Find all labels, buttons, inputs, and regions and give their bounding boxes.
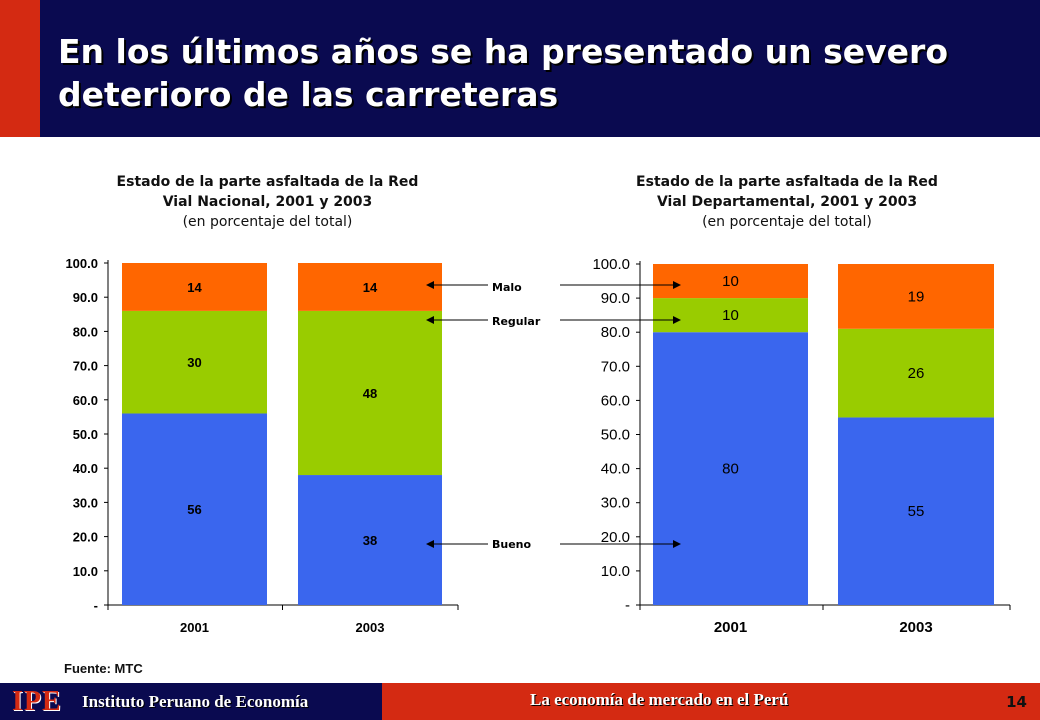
header-banner: En los últimos años se ha presentado un …	[0, 0, 1040, 137]
chart-departamental-subtitle: (en porcentaje del total)	[702, 214, 872, 230]
chart-nacional-bar-bueno-2001	[122, 413, 267, 605]
chart-departamental-title-line2: Vial Departamental, 2001 y 2003	[656, 194, 918, 210]
ipe-logo: IPE	[12, 686, 62, 717]
slide-title: En los últimos años se ha presentado un …	[58, 32, 949, 114]
chart-nacional-y-tick-label: 40.0	[73, 461, 98, 476]
chart-departamental-data-label: 80	[722, 461, 739, 478]
chart-departamental-y-tick-label: 30.0	[601, 495, 630, 512]
chart-nacional-category-label: 2001	[180, 620, 209, 635]
chart-departamental-y-tick-label: 20.0	[601, 529, 630, 546]
org-name: Instituto Peruano de Economía	[82, 692, 309, 711]
chart-nacional-bar-regular-2001	[122, 310, 267, 414]
chart-departamental-y-tick-label: 100.0	[592, 256, 630, 273]
page-number: 14	[1006, 693, 1027, 711]
chart-nacional-title-line1: Estado de la parte asfaltada de la Red	[116, 174, 419, 190]
chart-departamental-bar-regular-2003	[838, 328, 994, 418]
chart-departamental-bar-bueno-2001	[653, 332, 808, 605]
chart-departamental-y-tick-label: 50.0	[601, 427, 630, 444]
chart-nacional-y-tick-label: 70.0	[73, 359, 98, 374]
chart-departamental-data-label: 10	[722, 273, 739, 290]
chart-nacional-y-tick-label: 90.0	[73, 290, 98, 305]
chart-departamental-y-tick-label: 60.0	[601, 392, 630, 409]
chart-nacional-y-tick-label: -	[94, 598, 98, 613]
legend-label-regular: Regular	[492, 315, 541, 328]
chart-nacional-subtitle: (en porcentaje del total)	[182, 214, 353, 230]
chart-departamental-category-label: 2003	[899, 619, 932, 636]
chart-nacional-category-label: 2003	[356, 620, 385, 635]
chart-nacional-y-tick-label: 80.0	[73, 324, 98, 339]
chart-nacional-y-tick-label: 60.0	[73, 393, 98, 408]
legend-label-malo: Malo	[492, 281, 522, 294]
chart-departamental-bar-regular-2001	[653, 298, 808, 333]
chart-nacional-bar-regular-2003	[298, 310, 442, 476]
source-note: Fuente: MTC	[64, 661, 143, 676]
chart-departamental-y-tick-label: 80.0	[601, 324, 630, 341]
chart-departamental-bar-bueno-2003	[838, 417, 994, 605]
chart-nacional-bar-malo-2003	[298, 263, 442, 311]
chart-departamental-y-tick-label: 10.0	[601, 563, 630, 580]
footer-bar: IPE Instituto Peruano de Economía La eco…	[0, 683, 1040, 720]
chart-nacional-y-tick-label: 30.0	[73, 495, 98, 510]
chart-nacional-data-label: 30	[187, 355, 201, 370]
chart-nacional-bar-malo-2001	[122, 263, 267, 311]
chart-nacional-data-label: 48	[363, 386, 377, 401]
footer-slogan: La economía de mercado en el Perú	[530, 690, 789, 709]
chart-departamental-data-label: 19	[908, 288, 925, 305]
chart-departamental-data-label: 26	[908, 365, 925, 382]
chart-nacional-data-label: 38	[363, 533, 377, 548]
chart-departamental-bar-malo-2003	[838, 264, 994, 329]
chart-nacional-y-tick-label: 10.0	[73, 564, 98, 579]
chart-nacional-title: Estado de la parte asfaltada de la Red V…	[95, 172, 440, 232]
footer-org-box: IPE Instituto Peruano de Economía	[0, 683, 382, 720]
chart-departamental-data-label: 55	[908, 503, 925, 520]
charts-canvas: - 10.0 20.0 30.0 40.0 50.0 60.0 70.0 80.0 90.0 100…	[65, 256, 1011, 636]
chart-departamental-category-label: 2001	[714, 619, 747, 636]
chart-departamental-y-tick-label: 70.0	[601, 358, 630, 375]
chart-nacional-y-tick-label: 100.0	[65, 256, 98, 271]
header-accent-strip	[0, 0, 40, 137]
chart-departamental-data-label: 10	[722, 307, 739, 324]
chart-nacional-y-tick-label: 20.0	[73, 530, 98, 545]
chart-departamental-y-tick-label: 90.0	[601, 290, 630, 307]
chart-departamental-y-tick-label: 40.0	[601, 461, 630, 478]
chart-departamental-title: Estado de la parte asfaltada de la Red V…	[612, 172, 962, 232]
chart-nacional-data-label: 56	[187, 502, 201, 517]
chart-nacional-data-label: 14	[187, 280, 202, 295]
legend-label-bueno: Bueno	[492, 538, 532, 551]
chart-nacional-bar-bueno-2003	[298, 475, 442, 605]
chart-nacional-y-tick-label: 50.0	[73, 427, 98, 442]
chart-nacional-title-line2: Vial Nacional, 2001 y 2003	[162, 194, 373, 210]
chart-departamental-title-line1: Estado de la parte asfaltada de la Red	[636, 174, 938, 190]
chart-nacional-data-label: 14	[363, 280, 378, 295]
chart-departamental-y-tick-label: -	[625, 597, 630, 614]
